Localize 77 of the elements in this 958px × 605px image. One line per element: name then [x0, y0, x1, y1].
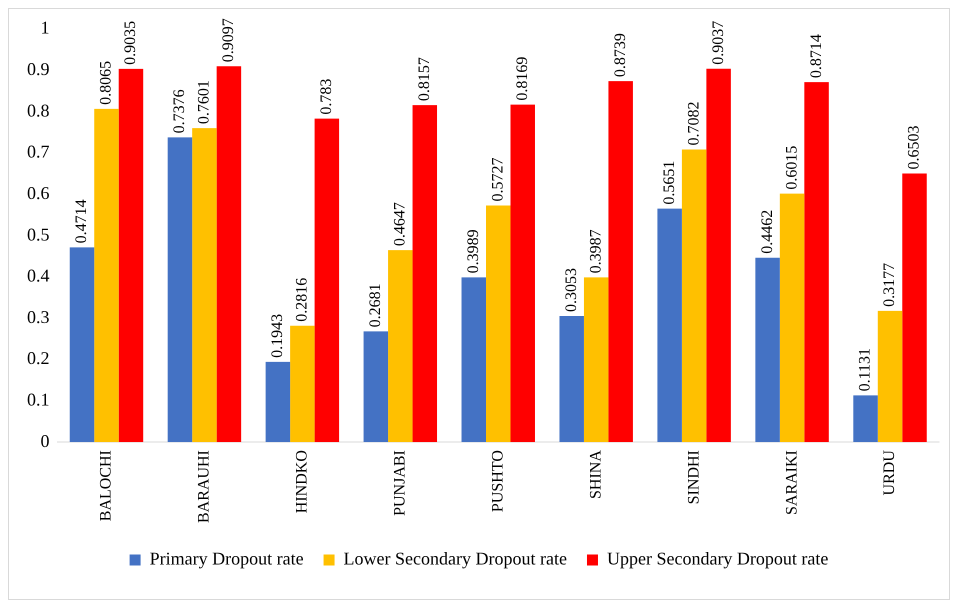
bar	[706, 68, 731, 442]
data-label: 0.1943	[269, 314, 286, 358]
bar	[314, 118, 340, 442]
bar	[388, 250, 413, 442]
bar	[584, 277, 608, 442]
data-label: 0.7601	[196, 80, 213, 124]
x-tick-label: BARAUHI	[196, 450, 213, 523]
bar	[486, 206, 510, 442]
y-tick-label: 0.8	[27, 100, 50, 120]
bar	[804, 82, 829, 442]
y-tick-label: 0.5	[27, 224, 50, 244]
bar	[94, 108, 119, 442]
y-tick-label: 0.2	[27, 348, 50, 368]
data-label: 0.6503	[906, 125, 923, 170]
legend-label: Primary Dropout rate	[150, 548, 304, 569]
bar	[412, 105, 438, 442]
data-label: 0.4714	[73, 199, 90, 244]
data-label: 0.5727	[489, 158, 506, 202]
bar	[364, 331, 388, 442]
bar	[216, 66, 242, 442]
data-label: 0.7376	[171, 89, 188, 134]
data-label: 0.8157	[416, 57, 433, 102]
data-label: 0.8714	[808, 34, 825, 78]
y-tick-label: 0.9	[27, 59, 50, 80]
x-tick-label: HINDKO	[294, 450, 311, 514]
x-tick-label: SARAIKI	[783, 450, 800, 515]
data-label: 0.9037	[710, 20, 727, 65]
data-label: 0.4647	[392, 202, 409, 246]
y-tick-label: 0.7	[27, 142, 50, 162]
data-label: 0.7082	[685, 102, 702, 146]
bar	[192, 128, 217, 442]
data-label: 0.2816	[294, 278, 311, 322]
data-label: 0.8739	[612, 33, 629, 78]
x-tick-label: URDU	[881, 450, 898, 496]
bar	[902, 173, 927, 442]
bar	[510, 104, 535, 442]
bar	[682, 150, 706, 442]
y-tick-label: 0.4	[27, 266, 50, 286]
legend-label: Lower Secondary Dropout rate	[344, 548, 567, 569]
data-label: 0.6015	[783, 146, 800, 190]
data-label: 0.3053	[562, 268, 580, 312]
bar	[608, 81, 633, 442]
legend-label: Upper Secondary Dropout rate	[606, 548, 828, 569]
data-label: 0.3177	[881, 262, 898, 307]
data-label: 0.8169	[514, 56, 531, 101]
bar	[657, 208, 682, 442]
y-tick-label: 0.1	[27, 390, 50, 410]
data-label: 0.783	[318, 78, 336, 115]
y-tick-label: 0.6	[27, 182, 50, 203]
data-label: 0.4462	[758, 210, 776, 254]
bar	[878, 310, 902, 442]
x-tick-label: PUNJABI	[392, 450, 409, 516]
data-label: 0.2681	[367, 283, 384, 328]
data-label: 0.3989	[464, 229, 482, 274]
data-label: 0.1131	[856, 348, 874, 392]
bar	[755, 258, 780, 442]
bar	[462, 277, 486, 442]
x-tick-label: BALOCHI	[98, 450, 115, 522]
x-tick-label: PUSHTO	[489, 450, 506, 512]
data-label: 0.9097	[220, 18, 238, 62]
x-tick-label: SHINA	[587, 450, 604, 499]
bar	[168, 137, 192, 442]
bar	[559, 316, 584, 442]
y-tick-label: 0	[40, 430, 50, 451]
data-label: 0.3987	[587, 229, 604, 274]
data-label: 0.5651	[660, 160, 678, 205]
y-tick-label: 1	[40, 18, 50, 38]
bar	[853, 395, 878, 442]
x-tick-label: SINDHI	[685, 450, 702, 504]
data-label: 0.8065	[98, 60, 115, 105]
bar	[118, 68, 144, 442]
bar	[266, 362, 290, 442]
bar	[290, 326, 315, 442]
data-label: 0.9035	[122, 20, 140, 65]
y-tick-label: 0.3	[27, 306, 50, 327]
bar	[70, 247, 94, 442]
bar	[780, 194, 804, 442]
